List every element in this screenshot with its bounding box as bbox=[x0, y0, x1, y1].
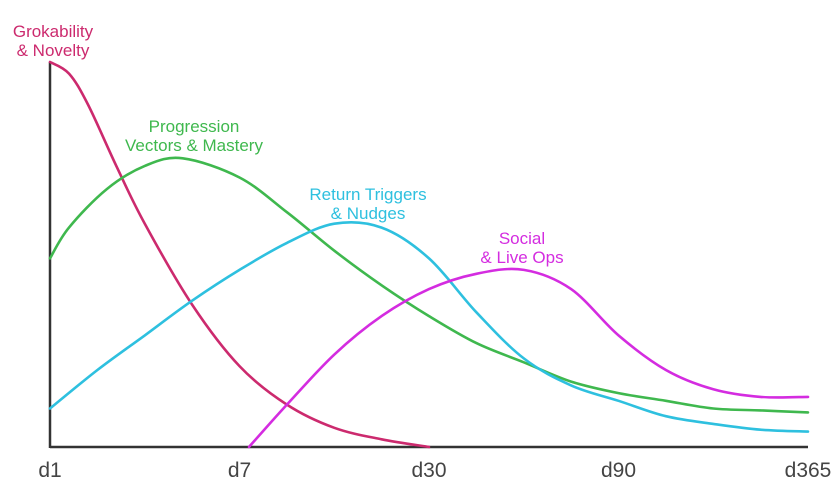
series-line-grokability-novelty bbox=[48, 60, 431, 449]
x-tick-label: d30 bbox=[411, 459, 446, 482]
series-label-line: Progression bbox=[149, 117, 240, 136]
x-tick-labels: d1 d7 d30 d90 d365 bbox=[38, 459, 831, 482]
series-label-grokability-novelty: Grokability & Novelty bbox=[13, 22, 94, 60]
series-label-social-live-ops: Social & Live Ops bbox=[480, 229, 563, 267]
x-tick-label: d1 bbox=[38, 459, 61, 482]
series-label-line: & Live Ops bbox=[480, 248, 563, 267]
x-tick-label: d7 bbox=[228, 459, 251, 482]
series-label-progression-mastery: Progression Vectors & Mastery bbox=[125, 117, 263, 155]
series-label-line: Return Triggers bbox=[309, 185, 426, 204]
series-label-line: Vectors & Mastery bbox=[125, 136, 263, 155]
series-label-line: & Novelty bbox=[17, 41, 90, 60]
series-labels: Grokability & Novelty Progression Vectors &… bbox=[13, 22, 564, 267]
series-label-return-triggers-nudges: Return Triggers & Nudges bbox=[309, 185, 426, 223]
x-tick-label: d365 bbox=[785, 459, 832, 482]
series-line-return-triggers-nudges bbox=[48, 220, 810, 433]
series-label-line: Grokability bbox=[13, 22, 94, 41]
series-label-line: & Nudges bbox=[331, 204, 406, 223]
series-line-progression-mastery bbox=[48, 156, 810, 414]
series-line-social-live-ops bbox=[247, 267, 810, 449]
x-tick-label: d90 bbox=[601, 459, 636, 482]
series-layer bbox=[48, 60, 810, 449]
series-label-line: Social bbox=[499, 229, 545, 248]
